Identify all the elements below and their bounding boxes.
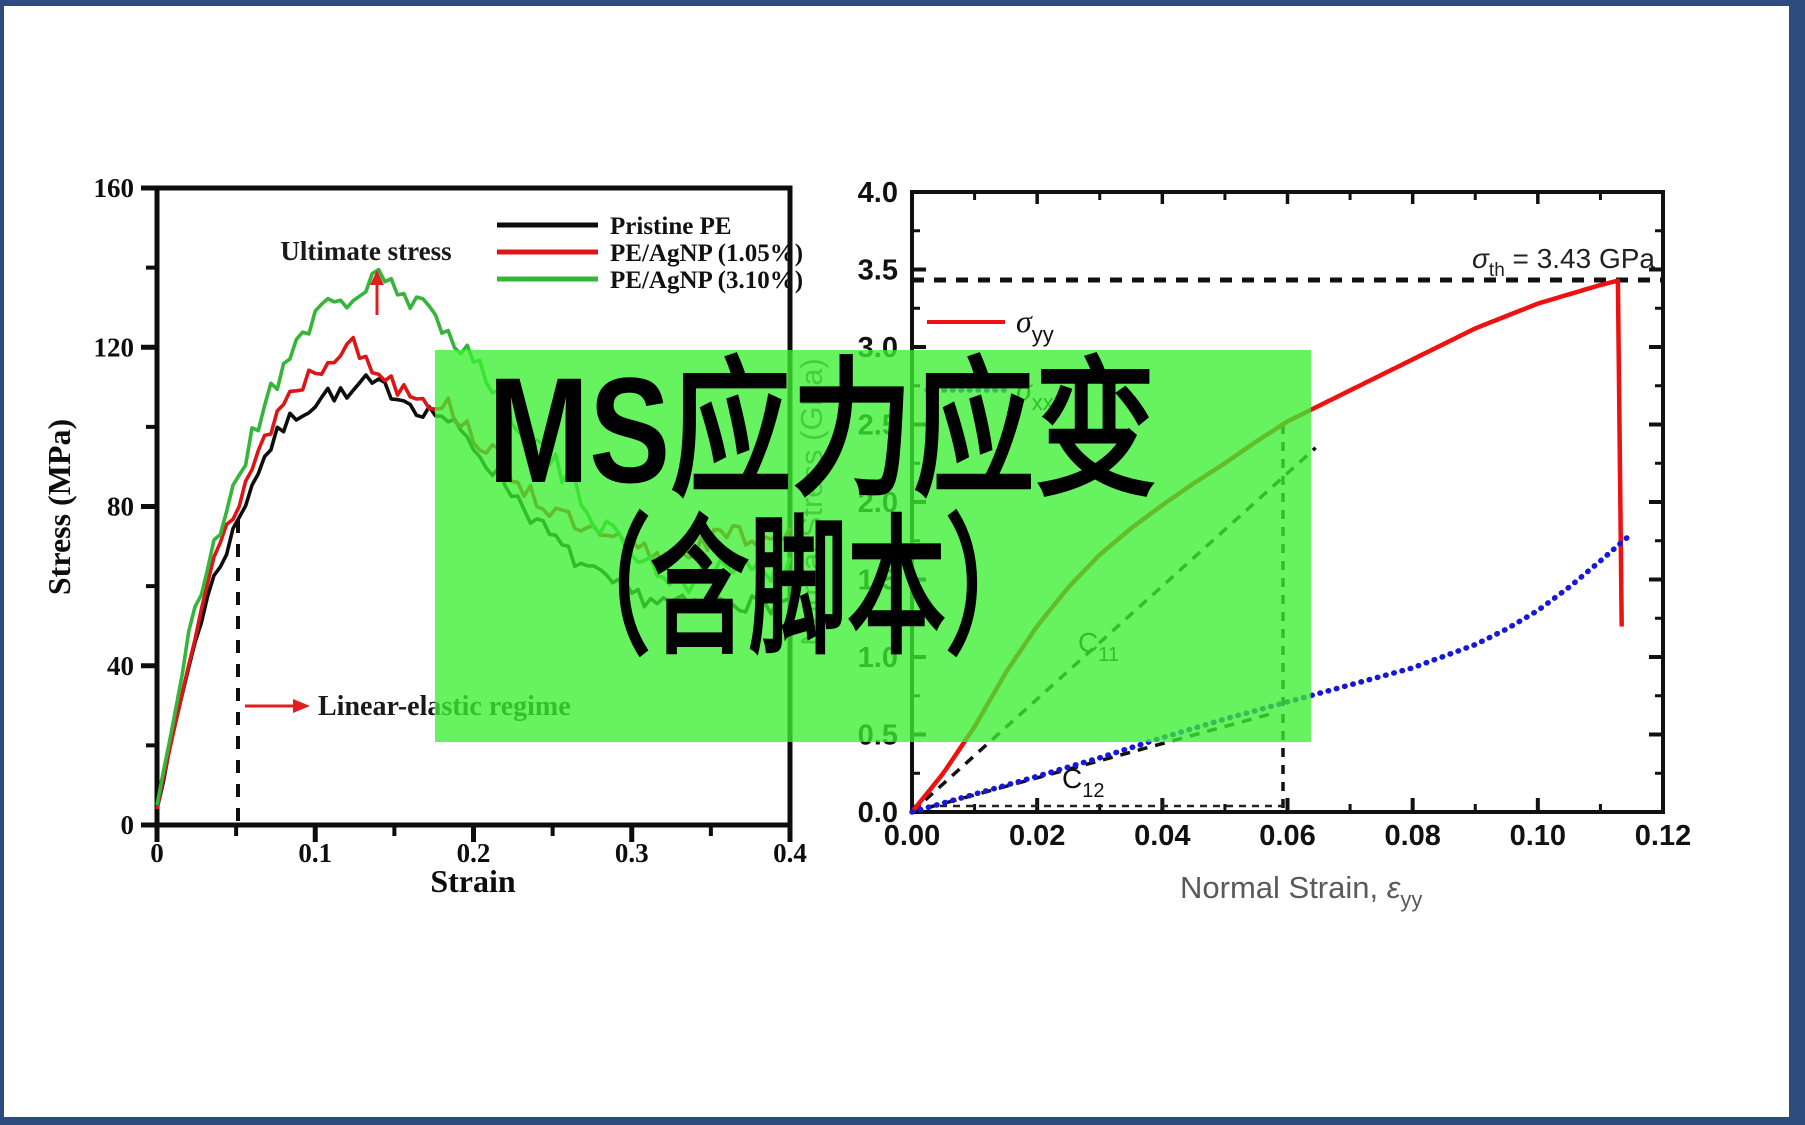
tangent-label-c12: C12 [1062, 763, 1104, 802]
threshold-label-text: σth = 3.43 GPa [1472, 243, 1655, 281]
x-tick-label: 0.08 [1384, 820, 1440, 852]
ultimate-stress-label: Ultimate stress [280, 236, 451, 266]
border-right [1789, 0, 1805, 1125]
x-tick-label: 0 [150, 838, 164, 868]
x-tick-label: 0.10 [1510, 820, 1566, 852]
left-axis-ticks [141, 185, 793, 842]
x-tick-label: 0.2 [457, 838, 491, 868]
border-bottom [0, 1117, 1805, 1125]
y-tick-label: 80 [107, 492, 134, 522]
ultimate-stress-arrow-icon [370, 270, 384, 315]
legend-label: PE/AgNP (1.05%) [610, 240, 803, 267]
y-tick-label: 4.0 [858, 177, 898, 209]
right-x-axis-title-text: Normal Strain, εyy [1180, 870, 1422, 912]
x-tick-label: 0.4 [773, 838, 807, 868]
left-x-axis-title: Strain [430, 863, 516, 899]
legend-label: PE/AgNP (3.10%) [610, 267, 803, 294]
x-tick-label: 0.3 [615, 838, 649, 868]
y-tick-label: 120 [94, 332, 135, 362]
legend-label: Pristine PE [610, 213, 732, 240]
left-y-axis-title: Stress (MPa) [41, 419, 77, 595]
left-x-tick-labels: 0 0.1 0.2 0.3 0.4 [150, 838, 807, 868]
y-tick-label: 160 [94, 173, 135, 203]
border-top [0, 0, 1805, 6]
banner-title-line1: MS应力应变 [488, 346, 1156, 514]
banner-title-line2: （含脚本） [552, 504, 1044, 672]
banner-background [435, 350, 1311, 742]
linear-elastic-arrow-icon [245, 699, 310, 713]
left-y-tick-labels: 0 40 80 120 160 [94, 173, 135, 840]
y-tick-label: 3.5 [858, 255, 898, 287]
right-x-tick-labels: 0.00 0.02 0.04 0.06 0.08 0.10 0.12 [884, 820, 1691, 852]
y-tick-label: 0.0 [858, 797, 898, 829]
x-tick-label: 0.12 [1635, 820, 1691, 852]
banner-overlay: MS应力应变 （含脚本） [435, 346, 1311, 742]
x-tick-label: 0.02 [1009, 820, 1065, 852]
x-tick-label: 0.04 [1134, 820, 1190, 852]
x-tick-label: 0.06 [1259, 820, 1315, 852]
border-left [0, 0, 4, 1125]
left-stress-strain-chart: 0 40 80 120 160 0 0.1 0.2 0.3 0.4 Stress (MPa) S… [41, 173, 807, 899]
right-x-axis-title: Normal Strain, εyy [1180, 870, 1422, 912]
y-tick-label: 40 [107, 651, 134, 681]
threshold-label: σth = 3.43 GPa [1472, 243, 1655, 281]
y-tick-label: 0 [121, 810, 135, 840]
x-tick-label: 0.00 [884, 820, 940, 852]
x-tick-label: 0.1 [298, 838, 332, 868]
legend-label: σyy [1016, 303, 1054, 347]
